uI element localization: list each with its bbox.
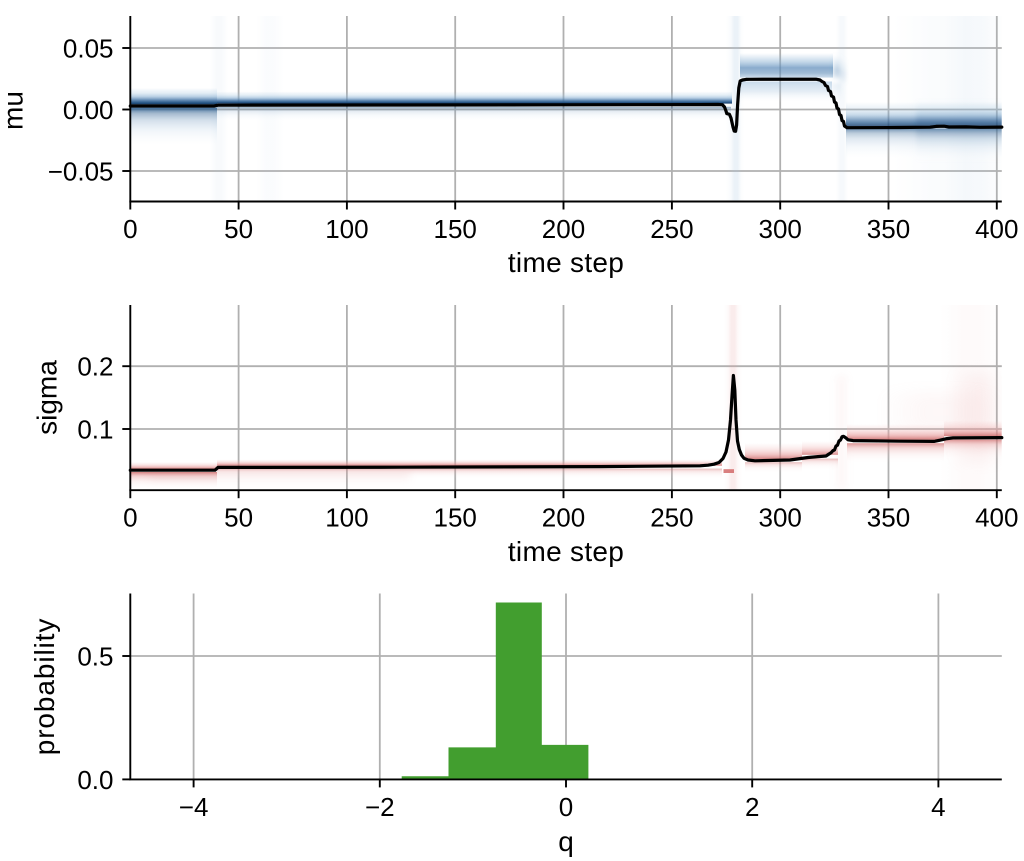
svg-text:2: 2 (745, 792, 759, 822)
svg-text:4: 4 (931, 792, 945, 822)
svg-text:0.5: 0.5 (77, 642, 113, 672)
svg-text:time step: time step (508, 247, 624, 278)
svg-text:300: 300 (759, 214, 802, 244)
svg-text:150: 150 (434, 214, 477, 244)
svg-text:200: 200 (542, 214, 585, 244)
svg-text:sigma: sigma (32, 360, 63, 435)
svg-text:0.2: 0.2 (77, 352, 113, 382)
svg-text:400: 400 (975, 214, 1018, 244)
svg-text:50: 50 (224, 503, 253, 533)
svg-text:0: 0 (123, 503, 137, 533)
svg-text:50: 50 (224, 214, 253, 244)
svg-text:400: 400 (975, 503, 1018, 533)
svg-text:350: 350 (867, 214, 910, 244)
svg-text:350: 350 (867, 503, 910, 533)
svg-text:150: 150 (434, 503, 477, 533)
svg-text:100: 100 (325, 503, 368, 533)
svg-text:200: 200 (542, 503, 585, 533)
svg-text:−0.05: −0.05 (48, 157, 114, 187)
svg-text:0.1: 0.1 (77, 415, 113, 445)
svg-text:0: 0 (559, 792, 573, 822)
svg-text:0.05: 0.05 (63, 34, 114, 64)
svg-text:250: 250 (650, 214, 693, 244)
svg-text:0: 0 (123, 214, 137, 244)
svg-text:−2: −2 (365, 792, 395, 822)
svg-text:probability: probability (29, 618, 60, 756)
svg-text:0.0: 0.0 (77, 765, 113, 795)
svg-text:−4: −4 (179, 792, 209, 822)
svg-text:time step: time step (508, 536, 624, 567)
svg-text:q: q (558, 826, 574, 857)
svg-text:100: 100 (325, 214, 368, 244)
svg-text:250: 250 (650, 503, 693, 533)
svg-text:0.00: 0.00 (63, 95, 114, 125)
svg-text:mu: mu (0, 91, 29, 130)
svg-text:300: 300 (759, 503, 802, 533)
